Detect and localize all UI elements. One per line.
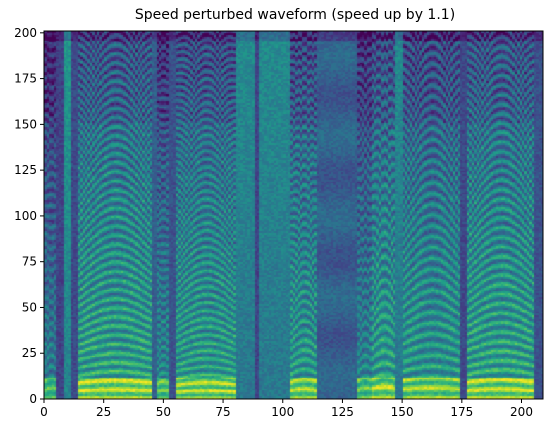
x-tick-label: 50 [156, 405, 171, 419]
y-tick-label: 125 [14, 163, 37, 177]
plot-frame [43, 30, 544, 400]
y-tick-label: 150 [14, 117, 37, 131]
y-tick-label: 200 [14, 26, 37, 40]
x-tick-label: 100 [271, 405, 294, 419]
spectrogram-heatmap [44, 31, 543, 399]
y-axis: 0 25 50 75 100 125 150 175 200 [14, 26, 44, 406]
chart-title: Speed perturbed waveform (speed up by 1.… [135, 7, 455, 23]
x-tick-label: 125 [331, 405, 354, 419]
y-tick-label: 175 [14, 72, 37, 86]
y-tick-label: 0 [29, 392, 37, 406]
y-tick-label: 75 [22, 255, 37, 269]
x-tick-label: 150 [391, 405, 414, 419]
x-tick-label: 75 [215, 405, 230, 419]
x-tick-label: 200 [510, 405, 533, 419]
x-tick-label: 175 [450, 405, 473, 419]
x-tick-label: 0 [40, 405, 48, 419]
y-tick-label: 25 [22, 346, 37, 360]
y-tick-label: 50 [22, 300, 37, 314]
x-tick-label: 25 [96, 405, 111, 419]
y-tick-label: 100 [14, 209, 37, 223]
x-axis: 0 25 50 75 100 125 150 175 200 [40, 399, 533, 419]
